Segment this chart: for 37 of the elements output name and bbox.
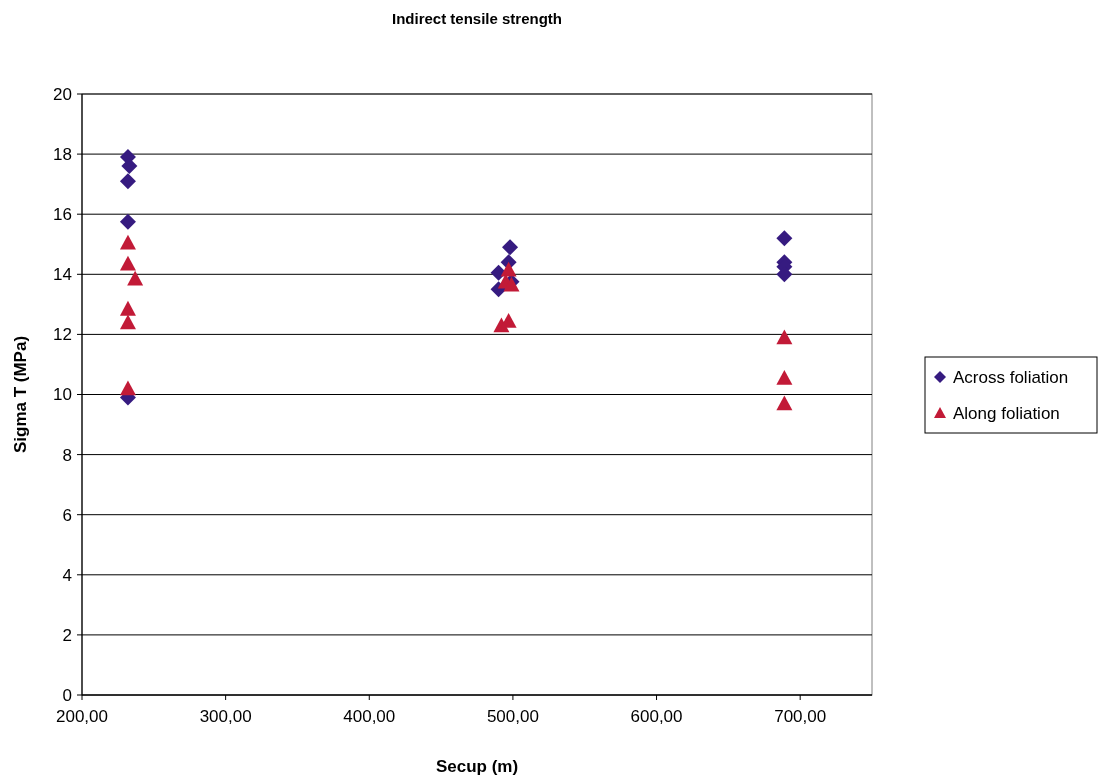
x-tick-label: 700,00 (774, 707, 827, 726)
point (500, 261, 517, 277)
point (121, 158, 138, 175)
point (776, 230, 793, 247)
point (119, 255, 136, 271)
y-tick-label: 6 (62, 505, 72, 525)
x-axis-title: Secup (m) (435, 757, 519, 776)
y-axis-title: Sigma T (MPa) (11, 335, 30, 454)
point (119, 380, 136, 396)
y-tick-label: 4 (62, 565, 72, 585)
x-tick-label: 400,00 (343, 707, 396, 726)
point (776, 369, 793, 385)
y-tick-label: 0 (62, 685, 72, 705)
y-tick-label: 12 (53, 325, 72, 345)
point (127, 270, 144, 286)
x-tick-label: 600,00 (630, 707, 683, 726)
y-tick-label: 20 (53, 84, 72, 104)
y-tick-label: 14 (53, 265, 72, 285)
x-tick-label: 200,00 (56, 707, 108, 726)
y-tick-label: 10 (53, 385, 72, 405)
point (119, 173, 136, 190)
point (119, 213, 136, 230)
y-tick-label: 8 (62, 445, 72, 465)
y-tick-label: 16 (53, 205, 72, 225)
point (119, 234, 136, 250)
y-tick-label: 18 (53, 145, 72, 165)
y-tick-label: 2 (62, 625, 72, 645)
legend-label: Across foliation (953, 367, 1069, 387)
point (776, 329, 793, 345)
legend-label: Along foliation (953, 403, 1060, 423)
x-tick-label: 300,00 (199, 707, 252, 726)
x-tick-label: 500,00 (486, 707, 539, 726)
point (119, 300, 136, 316)
point (502, 239, 519, 256)
point (776, 395, 793, 411)
chart-title: Indirect tensile strength (391, 10, 563, 27)
point (119, 314, 136, 330)
